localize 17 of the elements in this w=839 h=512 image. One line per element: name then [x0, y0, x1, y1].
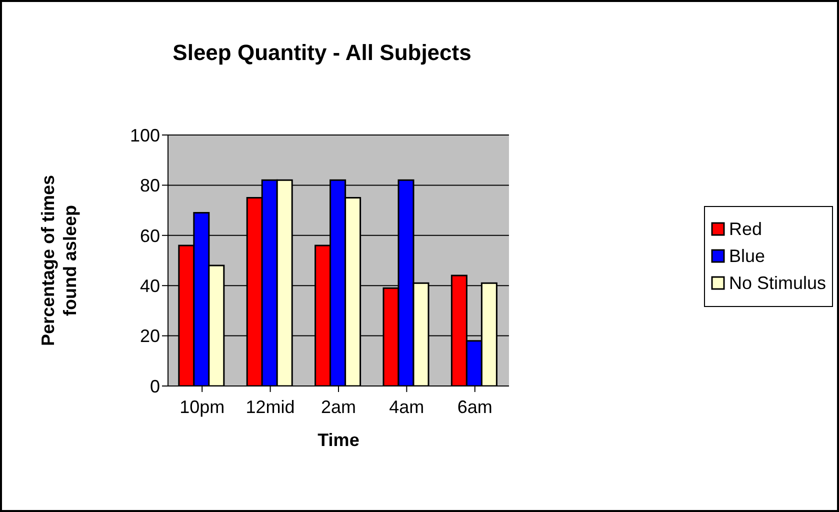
- x-axis-title: Time: [318, 430, 360, 450]
- chart-title: Sleep Quantity - All Subjects: [172, 40, 472, 66]
- x-tick-label: 12mid: [246, 396, 295, 417]
- x-tick-label: 4am: [389, 396, 424, 417]
- y-tick-label: 60: [140, 226, 160, 246]
- y-tick-label: 100: [130, 125, 160, 146]
- legend-label: Blue: [728, 246, 765, 266]
- y-tick-label: 80: [140, 176, 160, 196]
- legend-label: No Stimulus: [728, 272, 826, 294]
- legend-label: Red: [728, 218, 762, 240]
- x-tick-label: 6am: [457, 396, 492, 417]
- y-tick-label: 0: [150, 376, 160, 396]
- x-tick-label: 2am: [320, 396, 356, 417]
- y-tick-label: 20: [140, 326, 160, 346]
- x-tick-label: 10pm: [180, 396, 225, 417]
- y-tick-label: 40: [140, 276, 160, 296]
- y-axis-title: Percentage of times found asleep: [38, 174, 80, 346]
